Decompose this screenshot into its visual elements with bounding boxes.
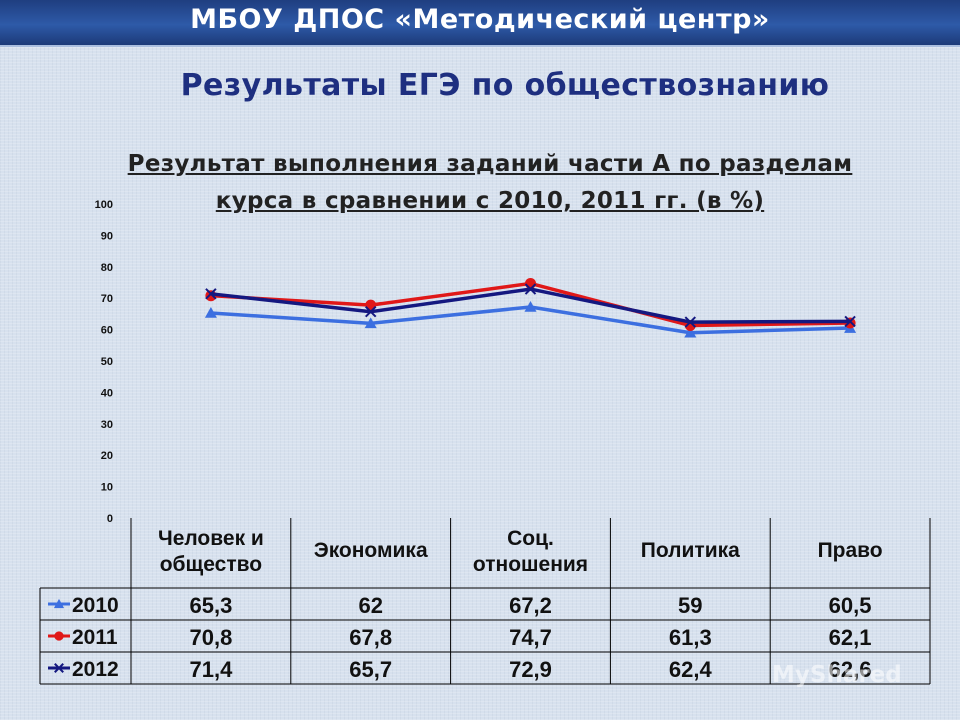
category-label: Соц. xyxy=(507,527,554,550)
category-label: общество xyxy=(160,553,262,576)
y-tick-label: 60 xyxy=(101,325,113,337)
data-point-2012 xyxy=(844,315,856,328)
data-label-2011: 70,8 xyxy=(189,625,232,650)
data-point-2012 xyxy=(205,288,217,300)
legend-key-marker-2012 xyxy=(54,663,64,673)
data-label-2010: 59 xyxy=(678,593,702,618)
data-label-2011: 67,8 xyxy=(349,625,392,650)
y-tick-label: 70 xyxy=(101,293,113,305)
data-label-2012: 62,4 xyxy=(669,657,713,682)
data-label-2012: 72,9 xyxy=(509,657,552,682)
y-tick-label: 20 xyxy=(101,450,113,462)
data-point-2010 xyxy=(204,306,217,318)
data-label-2012: 71,4 xyxy=(189,657,233,682)
legend-key-marker-2010 xyxy=(53,598,65,609)
data-point-2011 xyxy=(525,277,536,289)
data-label-2012: 62,6 xyxy=(829,657,872,682)
data-label-2011: 62,1 xyxy=(829,625,872,650)
y-tick-label: 0 xyxy=(107,513,113,525)
data-label-2010: 62 xyxy=(358,593,382,618)
chart-title-line-2: курса в сравнении с 2010, 2011 гг. (в %) xyxy=(215,188,765,214)
y-tick-label: 50 xyxy=(101,356,113,368)
y-tick-label: 80 xyxy=(101,262,113,274)
y-tick-label: 90 xyxy=(101,230,113,242)
data-point-2010 xyxy=(684,326,697,338)
y-tick-label: 10 xyxy=(101,482,113,494)
data-label-2012: 65,7 xyxy=(349,657,392,682)
top-banner: МБОУ ДПОС «Методический центр» xyxy=(0,0,960,47)
chart-title: Результат выполнения заданий части А по … xyxy=(40,146,940,220)
data-label-2010: 65,3 xyxy=(189,593,232,618)
data-label-2010: 60,5 xyxy=(829,593,872,618)
legend-key-marker-2011 xyxy=(54,631,64,641)
data-point-2012 xyxy=(364,305,377,318)
category-label: Политика xyxy=(641,539,740,562)
legend-label-2010: 2010 xyxy=(72,594,119,617)
data-label-2011: 61,3 xyxy=(669,625,712,650)
y-tick-label: 100 xyxy=(95,199,113,211)
slide-title: Результаты ЕГЭ по обществознанию xyxy=(180,68,830,103)
category-label: отношения xyxy=(473,553,588,576)
category-label: Право xyxy=(818,539,883,562)
data-label-2011: 74,7 xyxy=(509,625,552,650)
banner-title: МБОУ ДПОС «Методический центр» xyxy=(190,4,770,35)
watermark-logo: MyShared xyxy=(772,662,902,688)
chart-title-line-1: Результат выполнения заданий части А по … xyxy=(127,151,853,177)
legend-label-2011: 2011 xyxy=(72,626,118,649)
data-label-2010: 67,2 xyxy=(509,593,552,618)
category-label: Экономика xyxy=(314,539,428,562)
data-point-2012 xyxy=(524,283,537,295)
data-point-2010 xyxy=(364,317,377,329)
category-label: Человек и xyxy=(158,527,264,550)
data-point-2012 xyxy=(684,316,697,328)
data-point-2010 xyxy=(524,300,537,312)
y-tick-label: 30 xyxy=(101,419,113,431)
legend-label-2012: 2012 xyxy=(72,658,119,681)
y-tick-label: 40 xyxy=(101,387,113,399)
